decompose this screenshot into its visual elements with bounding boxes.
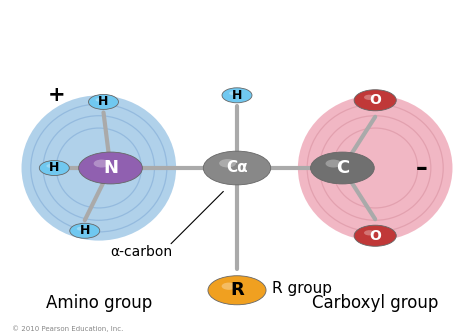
Ellipse shape: [208, 276, 266, 305]
Ellipse shape: [94, 160, 109, 168]
Ellipse shape: [219, 159, 236, 167]
Text: N: N: [103, 159, 118, 177]
Ellipse shape: [364, 95, 374, 100]
Text: © 2010 Pearson Education, Inc.: © 2010 Pearson Education, Inc.: [12, 325, 124, 332]
Text: R group: R group: [272, 281, 332, 296]
Text: +: +: [48, 85, 65, 105]
Text: C: C: [336, 159, 349, 177]
Ellipse shape: [77, 227, 84, 230]
Text: Cα: Cα: [226, 161, 248, 175]
Ellipse shape: [96, 98, 103, 102]
Ellipse shape: [354, 225, 396, 246]
Text: Carboxyl group: Carboxyl group: [312, 294, 438, 312]
Ellipse shape: [21, 95, 176, 241]
Ellipse shape: [229, 91, 237, 95]
Ellipse shape: [39, 161, 69, 175]
Ellipse shape: [222, 88, 252, 103]
Ellipse shape: [310, 152, 374, 184]
Ellipse shape: [79, 152, 142, 184]
Ellipse shape: [354, 90, 396, 111]
Text: R: R: [230, 281, 244, 299]
Text: O: O: [369, 229, 381, 243]
Text: O: O: [369, 93, 381, 107]
Ellipse shape: [89, 94, 118, 110]
Text: H: H: [98, 95, 109, 109]
Text: –: –: [416, 156, 428, 180]
Ellipse shape: [46, 164, 54, 168]
Text: H: H: [49, 162, 60, 174]
Text: H: H: [232, 89, 242, 102]
Ellipse shape: [326, 160, 341, 168]
Ellipse shape: [364, 230, 374, 236]
Ellipse shape: [203, 151, 271, 185]
Text: H: H: [80, 224, 90, 237]
Ellipse shape: [222, 283, 236, 290]
Text: Amino group: Amino group: [46, 294, 152, 312]
Text: α-carbon: α-carbon: [110, 245, 172, 259]
Ellipse shape: [298, 95, 453, 241]
Ellipse shape: [70, 223, 100, 238]
